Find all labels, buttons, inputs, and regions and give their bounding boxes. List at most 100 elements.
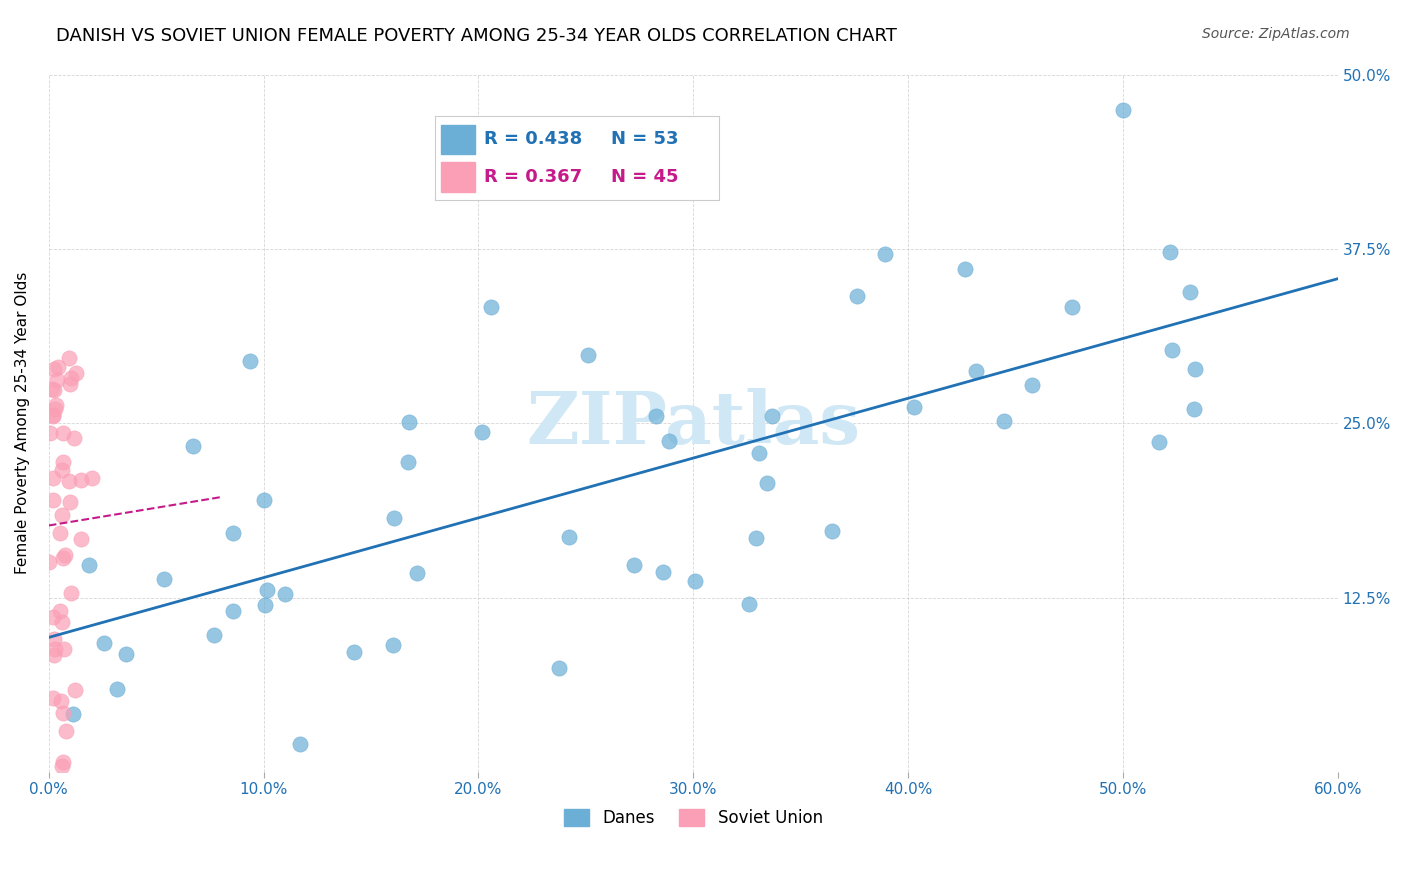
Point — [38, 555, 60, 569]
Point — [875, 247, 897, 261]
Point — [820, 524, 842, 539]
Point — [53, 548, 76, 562]
Point — [60, 371, 83, 385]
Point — [181, 439, 204, 453]
Point — [52, 455, 75, 469]
Point — [965, 364, 987, 378]
Point — [42, 361, 65, 376]
Point — [761, 409, 783, 424]
Point — [58, 474, 80, 488]
Point — [42, 632, 65, 647]
Point — [62, 431, 84, 445]
Point — [51, 508, 73, 522]
Text: ZIPatlas: ZIPatlas — [526, 388, 860, 458]
Point — [52, 551, 75, 566]
Point — [51, 758, 73, 772]
Point — [44, 402, 66, 417]
Point — [39, 425, 62, 440]
Point — [69, 532, 91, 546]
Point — [49, 694, 72, 708]
Point — [65, 683, 87, 698]
Point — [52, 426, 75, 441]
Point — [288, 737, 311, 751]
Point — [46, 360, 69, 375]
Point — [256, 582, 278, 597]
Point — [1112, 103, 1135, 117]
Point — [382, 511, 405, 525]
Point — [202, 628, 225, 642]
Point — [45, 398, 67, 412]
Point — [65, 366, 87, 380]
Point — [903, 400, 925, 414]
Point — [59, 376, 82, 391]
Point — [93, 636, 115, 650]
Point — [44, 641, 66, 656]
Point — [745, 531, 768, 545]
Point — [42, 383, 65, 397]
Point — [51, 615, 73, 629]
Point — [755, 476, 778, 491]
Point — [59, 495, 82, 509]
Point — [222, 526, 245, 541]
Point — [52, 755, 75, 769]
Point — [652, 566, 675, 580]
Point — [1159, 245, 1181, 260]
Point — [576, 347, 599, 361]
Point — [1021, 378, 1043, 392]
Point — [51, 463, 73, 477]
Point — [53, 642, 76, 657]
Point — [153, 573, 176, 587]
Point — [42, 408, 65, 422]
Point — [1182, 402, 1205, 417]
Point — [396, 455, 419, 469]
Point — [748, 446, 770, 460]
Point — [55, 724, 77, 739]
Point — [406, 566, 429, 580]
Point — [737, 597, 759, 611]
Point — [658, 434, 681, 449]
Point — [953, 262, 976, 277]
Point — [58, 351, 80, 365]
Point — [41, 690, 63, 705]
Text: Source: ZipAtlas.com: Source: ZipAtlas.com — [1202, 27, 1350, 41]
Point — [42, 493, 65, 508]
Point — [44, 648, 66, 662]
Point — [993, 414, 1015, 428]
Point — [1178, 285, 1201, 300]
Point — [381, 638, 404, 652]
Text: DANISH VS SOVIET UNION FEMALE POVERTY AMONG 25-34 YEAR OLDS CORRELATION CHART: DANISH VS SOVIET UNION FEMALE POVERTY AM… — [56, 27, 897, 45]
Point — [252, 493, 274, 508]
Point — [222, 604, 245, 618]
Point — [343, 645, 366, 659]
Point — [471, 425, 494, 439]
Point — [52, 706, 75, 721]
Point — [42, 471, 65, 485]
Point — [1062, 300, 1084, 314]
Y-axis label: Female Poverty Among 25-34 Year Olds: Female Poverty Among 25-34 Year Olds — [15, 272, 30, 574]
Point — [42, 409, 65, 423]
Point — [62, 707, 84, 722]
Point — [479, 300, 502, 314]
Point — [1147, 434, 1170, 449]
Point — [254, 598, 277, 612]
Point — [49, 604, 72, 618]
Point — [114, 647, 136, 661]
Point — [79, 558, 101, 572]
Point — [105, 682, 128, 697]
Point — [645, 409, 668, 424]
Point — [548, 660, 571, 674]
Point — [1161, 343, 1184, 357]
Point — [683, 574, 706, 589]
Point — [398, 416, 420, 430]
Point — [41, 382, 63, 396]
Point — [623, 558, 645, 573]
Point — [49, 526, 72, 541]
Point — [273, 587, 295, 601]
Point — [80, 471, 103, 485]
Point — [60, 586, 83, 600]
Point — [1184, 362, 1206, 376]
Point — [70, 473, 93, 487]
Point — [45, 373, 67, 387]
Point — [42, 610, 65, 624]
Point — [846, 288, 869, 302]
